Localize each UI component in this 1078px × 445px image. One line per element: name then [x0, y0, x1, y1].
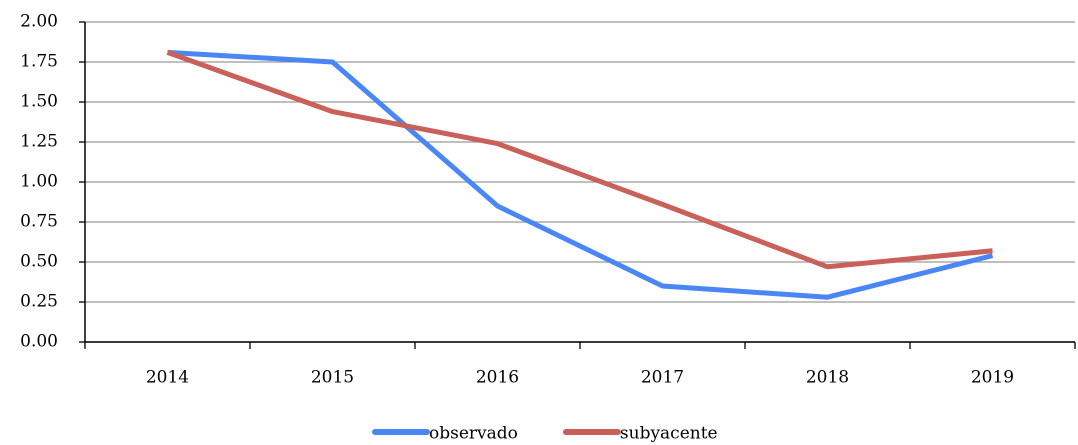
x-tick-label: 2018 — [806, 368, 849, 388]
x-tick-label: 2015 — [311, 368, 354, 388]
y-tick-label: 1.75 — [20, 52, 58, 72]
y-tick-label: 0.75 — [20, 212, 58, 232]
y-tick-label: 0.25 — [20, 292, 58, 312]
x-tick-label: 2019 — [971, 368, 1014, 388]
y-tick-label: 0.50 — [20, 252, 58, 272]
y-tick-label: 0.00 — [20, 332, 58, 352]
series-line — [167, 49, 994, 300]
legend-label: subyacente — [620, 424, 718, 444]
x-tick-label: 2017 — [641, 368, 684, 388]
series-line — [166, 50, 993, 270]
x-tick-label: 2014 — [146, 368, 189, 388]
x-tick-label: 2016 — [476, 368, 519, 388]
y-tick-label: 1.00 — [20, 172, 58, 192]
legend-label: observado — [429, 424, 518, 444]
y-tick-label: 2.00 — [20, 12, 58, 32]
y-tick-label: 1.25 — [20, 132, 58, 152]
y-tick-label: 1.50 — [20, 92, 58, 112]
